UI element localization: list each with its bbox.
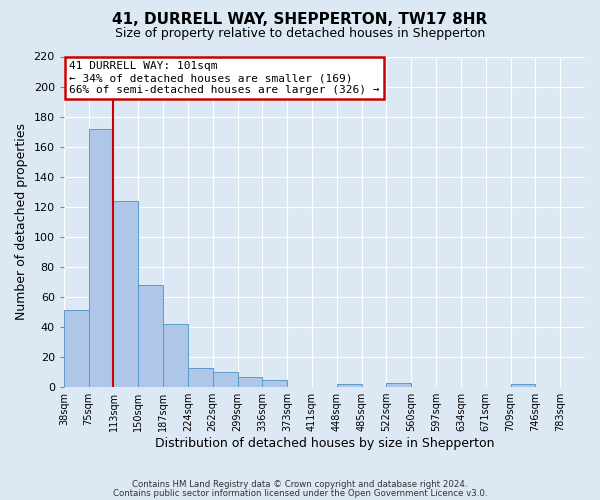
Bar <box>238 376 262 387</box>
Bar <box>337 384 362 387</box>
X-axis label: Distribution of detached houses by size in Shepperton: Distribution of detached houses by size … <box>155 437 494 450</box>
Bar <box>386 382 411 387</box>
Bar <box>163 324 188 387</box>
Text: 41, DURRELL WAY, SHEPPERTON, TW17 8HR: 41, DURRELL WAY, SHEPPERTON, TW17 8HR <box>112 12 488 28</box>
Bar <box>262 380 287 387</box>
Bar <box>64 310 89 387</box>
Bar <box>511 384 535 387</box>
Text: Size of property relative to detached houses in Shepperton: Size of property relative to detached ho… <box>115 28 485 40</box>
Text: Contains HM Land Registry data © Crown copyright and database right 2024.: Contains HM Land Registry data © Crown c… <box>132 480 468 489</box>
Bar <box>188 368 213 387</box>
Bar <box>138 285 163 387</box>
Bar <box>113 201 138 387</box>
Y-axis label: Number of detached properties: Number of detached properties <box>15 124 28 320</box>
Text: 41 DURRELL WAY: 101sqm
← 34% of detached houses are smaller (169)
66% of semi-de: 41 DURRELL WAY: 101sqm ← 34% of detached… <box>69 62 380 94</box>
Bar <box>89 128 113 387</box>
Text: Contains public sector information licensed under the Open Government Licence v3: Contains public sector information licen… <box>113 490 487 498</box>
Bar <box>213 372 238 387</box>
